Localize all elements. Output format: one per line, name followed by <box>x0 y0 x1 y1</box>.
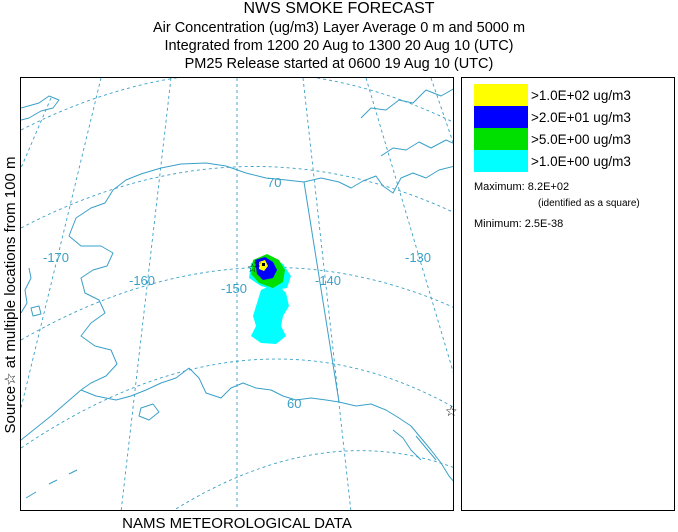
panhandle-coast <box>338 401 453 482</box>
legend-entry: >2.0E+01 ug/m3 <box>474 106 631 128</box>
legend-label: >5.0E+00 ug/m3 <box>531 131 631 147</box>
lon-label-130: -130 <box>405 250 431 265</box>
minimum-value: Minimum: 2.5E-38 <box>474 218 564 230</box>
bristol-bay-coast <box>80 367 190 401</box>
kodiak-island <box>138 403 160 421</box>
canada-islands <box>360 88 453 119</box>
map-svg: ☆ ☆ -170 -160 -150 -140 -130 70 60 <box>21 78 453 510</box>
lon-label-140: -140 <box>315 273 341 288</box>
st-lawrence-island <box>30 305 42 317</box>
legend-entry: >1.0E+02 ug/m3 <box>474 84 631 106</box>
legend-label: >2.0E+01 ug/m3 <box>531 109 631 125</box>
west-alaska-coast <box>68 189 118 391</box>
map-panel: ☆ ☆ -170 -160 -150 -140 -130 70 60 <box>20 77 454 511</box>
meridian-120 <box>430 78 453 144</box>
legend-entry: >5.0E+00 ug/m3 <box>474 128 631 150</box>
source-marker-star: ☆ <box>247 261 258 275</box>
legend-entry: >1.0E+00 ug/m3 <box>474 150 631 172</box>
aleutian-islands <box>25 469 78 499</box>
maximum-value: Maximum: 8.2E+02 <box>474 181 570 193</box>
meridian-140 <box>302 78 352 510</box>
canada-arctic-coast <box>303 165 453 194</box>
legend-swatch <box>474 128 528 150</box>
graticule-labels: -170 -160 -150 -140 -130 70 60 <box>43 175 431 411</box>
lon-label-160: -160 <box>129 273 155 288</box>
siberia-coast <box>21 95 60 121</box>
panhandle-islands <box>392 429 437 461</box>
forecast-title: NWS SMOKE FORECAST <box>243 0 435 17</box>
lat-label-60: 60 <box>287 396 301 411</box>
lat-line-70 <box>21 166 453 229</box>
alaska-canada-border <box>303 181 340 403</box>
legend-panel: >1.0E+02 ug/m3 >2.0E+01 ug/m3 >5.0E+00 u… <box>461 77 675 511</box>
met-data-footer: NAMS METEOROLOGICAL DATA <box>122 515 352 532</box>
maximum-square-marker <box>262 263 265 266</box>
lon-label-170: -170 <box>43 250 69 265</box>
canada-islands-2 <box>380 139 453 157</box>
smoke-plume: ☆ ☆ <box>247 254 291 344</box>
svg-text:☆: ☆ <box>445 404 458 420</box>
siberia-coast-lower <box>21 267 32 314</box>
north-slope-coast <box>112 162 305 191</box>
legend-swatch <box>474 84 528 106</box>
maximum-note: (identified as a square) <box>538 198 640 209</box>
gulf-of-alaska-coast <box>188 367 340 403</box>
graticule <box>21 78 453 510</box>
lat-line-55 <box>173 450 453 510</box>
source-marker-star-2: ☆ <box>253 259 262 270</box>
meridian-160 <box>120 78 172 510</box>
release-time: PM25 Release started at 0600 19 Aug 10 (… <box>184 56 494 72</box>
lat-label-70: 70 <box>267 175 281 190</box>
legend-label: >1.0E+02 ug/m3 <box>531 87 631 103</box>
legend-swatch <box>474 150 528 172</box>
coastline <box>21 88 453 499</box>
lat-line-75 <box>21 78 453 131</box>
source-side-label: Source☆ at multiple locations from 100 m <box>2 156 19 434</box>
plume-cyan <box>251 283 289 344</box>
meridian-170 <box>21 78 102 409</box>
meridian-180 <box>21 97 52 169</box>
lat-line-65 <box>21 266 453 341</box>
legend-swatch <box>474 106 528 128</box>
integration-period: Integrated from 1200 20 Aug to 1300 20 A… <box>164 38 514 54</box>
lon-label-150: -150 <box>221 281 247 296</box>
meridian-130 <box>365 78 453 373</box>
offmap-source-star: ☆ <box>445 404 458 420</box>
concentration-subtitle: Air Concentration (ug/m3) Layer Average … <box>152 20 526 36</box>
alaska-peninsula <box>21 389 82 441</box>
lat-line-60 <box>21 358 453 449</box>
legend-label: >1.0E+00 ug/m3 <box>531 153 631 169</box>
